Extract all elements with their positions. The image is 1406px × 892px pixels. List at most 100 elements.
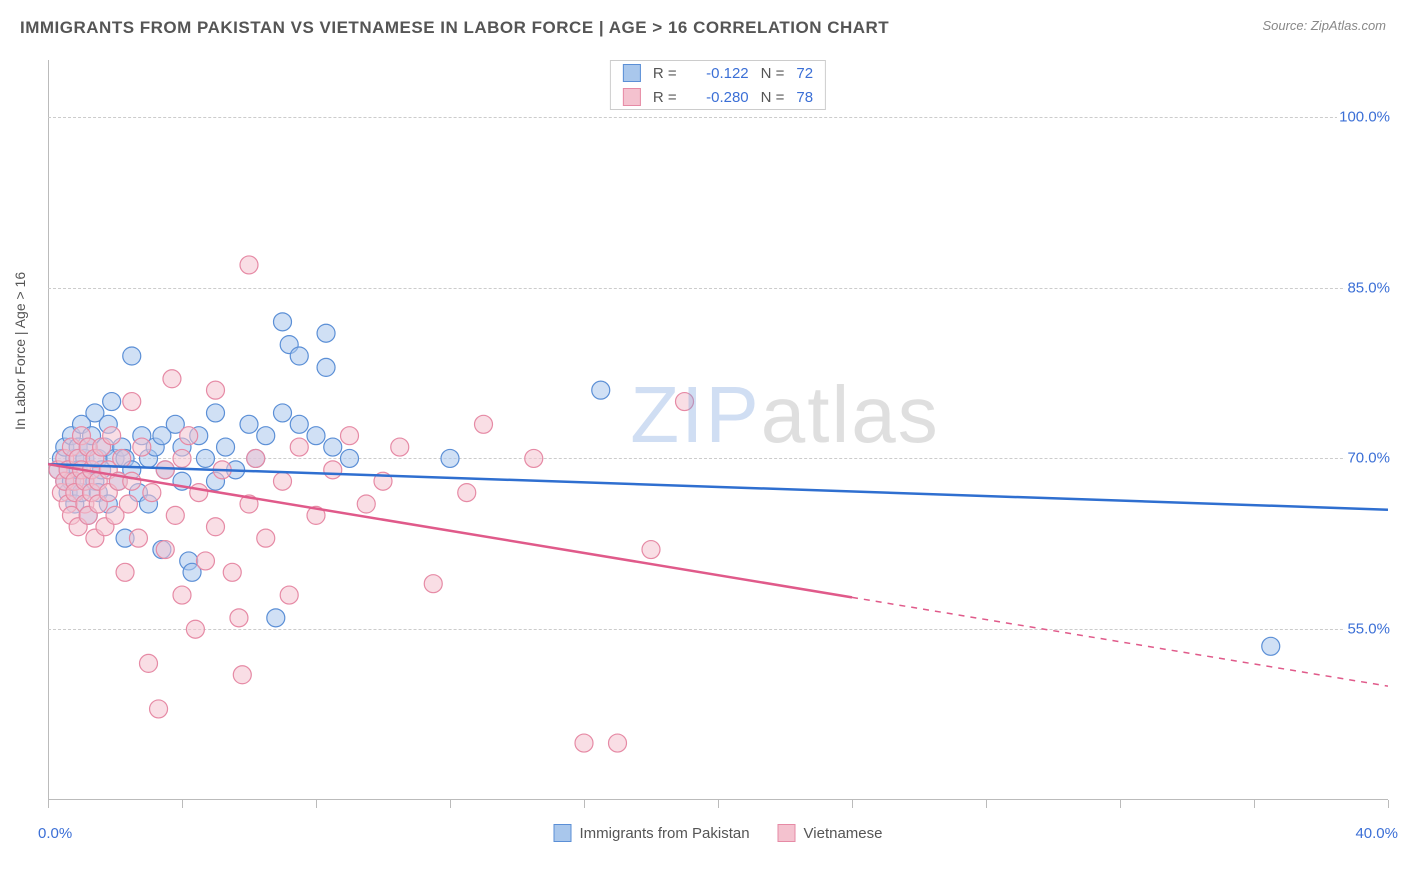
legend-r-value: -0.280 [689,89,749,106]
data-point [458,484,476,502]
source-label: Source: ZipAtlas.com [1262,18,1386,33]
legend-n-label: N = [761,89,785,106]
data-point [190,484,208,502]
data-point [317,324,335,342]
legend-series-item: Vietnamese [778,824,883,842]
data-point [274,404,292,422]
data-point [341,427,359,445]
data-point [133,438,151,456]
data-point [274,313,292,331]
data-point [424,575,442,593]
data-point [441,449,459,467]
data-point [163,370,181,388]
data-point [280,586,298,604]
data-point [324,438,342,456]
legend-correlation: R =-0.122N =72R =-0.280N =78 [610,60,826,110]
data-point [307,427,325,445]
data-point [196,552,214,570]
data-point [123,472,141,490]
x-max-label: 40.0% [1355,825,1398,842]
data-point [230,609,248,627]
legend-n-label: N = [761,65,785,82]
y-axis-label: In Labor Force | Age > 16 [12,272,28,430]
data-point [247,449,265,467]
data-point [180,427,198,445]
data-point [207,404,225,422]
legend-swatch [554,824,572,842]
data-point [525,449,543,467]
data-point [240,415,258,433]
data-point [119,495,137,513]
data-point [240,256,258,274]
chart-title: IMMIGRANTS FROM PAKISTAN VS VIETNAMESE I… [20,18,889,38]
x-tick [182,800,183,808]
legend-swatch [623,88,641,106]
legend-swatch [778,824,796,842]
data-point [391,438,409,456]
x-tick [1388,800,1389,808]
data-point [233,666,251,684]
data-point [1262,637,1280,655]
data-point [113,449,131,467]
data-point [123,393,141,411]
x-tick [718,800,719,808]
data-point [357,495,375,513]
chart-area: 55.0%70.0%85.0%100.0% ZIPatlas R =-0.122… [48,60,1388,800]
x-tick [316,800,317,808]
data-point [609,734,627,752]
data-point [140,654,158,672]
x-tick [1254,800,1255,808]
data-point [592,381,610,399]
x-tick [1120,800,1121,808]
data-point [341,449,359,467]
legend-n-value: 78 [796,89,813,106]
data-point [257,529,275,547]
data-point [166,506,184,524]
data-point [173,449,191,467]
legend-row: R =-0.122N =72 [611,61,825,85]
data-point [257,427,275,445]
x-tick [986,800,987,808]
legend-swatch [623,64,641,82]
data-point [290,347,308,365]
data-point [324,461,342,479]
legend-series-name: Vietnamese [804,825,883,842]
x-tick [852,800,853,808]
scatter-plot [48,60,1388,800]
trend-line-extrapolated [852,597,1388,686]
data-point [575,734,593,752]
data-point [156,461,174,479]
data-point [129,529,147,547]
data-point [196,449,214,467]
data-point [290,415,308,433]
data-point [642,541,660,559]
x-min-label: 0.0% [38,825,72,842]
data-point [207,518,225,536]
x-tick [584,800,585,808]
data-point [317,358,335,376]
legend-series-name: Immigrants from Pakistan [580,825,750,842]
data-point [143,484,161,502]
legend-n-value: 72 [796,65,813,82]
legend-series-item: Immigrants from Pakistan [554,824,750,842]
data-point [475,415,493,433]
x-tick [48,800,49,808]
data-point [274,472,292,490]
data-point [676,393,694,411]
data-point [123,347,141,365]
trend-line [48,464,852,597]
data-point [173,586,191,604]
data-point [103,393,121,411]
data-point [223,563,241,581]
legend-series: Immigrants from Pakistan Vietnamese [554,824,883,842]
legend-r-label: R = [653,89,677,106]
data-point [186,620,204,638]
data-point [103,427,121,445]
legend-r-value: -0.122 [689,65,749,82]
data-point [116,563,134,581]
x-tick [450,800,451,808]
data-point [267,609,285,627]
data-point [207,381,225,399]
data-point [156,541,174,559]
data-point [150,700,168,718]
